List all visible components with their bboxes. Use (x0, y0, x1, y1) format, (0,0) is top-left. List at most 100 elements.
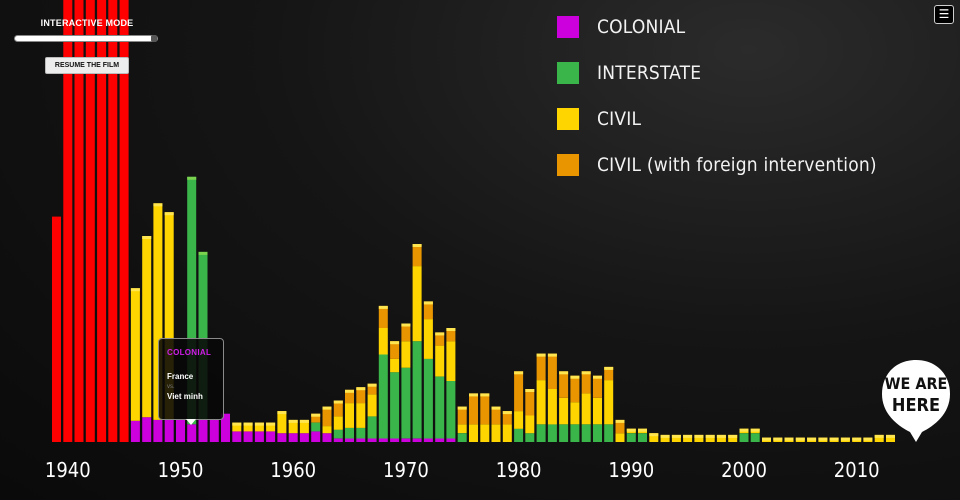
bar-civil-1967[interactable] (367, 394, 377, 417)
bar-civil_foreign-1969[interactable] (390, 341, 400, 359)
bar-interstate-1983[interactable] (547, 424, 557, 442)
bar-civil-1995[interactable] (683, 434, 693, 442)
bar-civil-1975[interactable] (457, 424, 467, 434)
bar-colonial-1971[interactable] (412, 438, 422, 443)
bar-civil-1988[interactable] (604, 380, 614, 425)
bar-civil-1983[interactable] (547, 389, 557, 425)
bar-civil-1969[interactable] (390, 358, 400, 373)
bar-ww2-1941[interactable] (74, 0, 84, 442)
bar-civil_foreign-1973[interactable] (435, 332, 445, 346)
bar-civil_foreign-1962[interactable] (311, 413, 321, 423)
legend-item-civil-foreign[interactable]: CIVIL (with foreign intervention) (557, 152, 877, 198)
bar-interstate-1987[interactable] (593, 424, 602, 442)
bar-interstate-1982[interactable] (536, 424, 546, 442)
bar-civil_foreign-1981[interactable] (525, 389, 535, 416)
bar-civil-1957[interactable] (254, 422, 264, 432)
resume-film-button[interactable]: RESUME THE FILM (45, 57, 129, 74)
bar-colonial-1965[interactable] (345, 438, 354, 443)
bar-colonial-1957[interactable] (254, 431, 264, 442)
bar-colonial-1949[interactable] (164, 419, 174, 442)
bar-interstate-1973[interactable] (435, 376, 445, 439)
bar-civil_foreign-1971[interactable] (412, 244, 422, 267)
bar-civil-1964[interactable] (333, 416, 343, 430)
bar-civil-1982[interactable] (536, 380, 546, 425)
bar-colonial-1958[interactable] (266, 431, 276, 442)
bar-civil_foreign-1987[interactable] (593, 375, 602, 398)
bar-interstate-1971[interactable] (412, 341, 422, 439)
bar-civil_foreign-1966[interactable] (356, 387, 366, 404)
bar-ww2-1939[interactable] (52, 216, 61, 442)
bar-civil-2013[interactable] (886, 434, 895, 442)
bar-civil_foreign-1972[interactable] (423, 301, 433, 320)
bar-ww2-1942[interactable] (85, 0, 95, 442)
bar-civil_foreign-1986[interactable] (581, 371, 591, 394)
bar-colonial-1956[interactable] (243, 431, 253, 442)
bar-civil_foreign-1967[interactable] (367, 383, 377, 395)
bar-civil_foreign-1976[interactable] (469, 393, 478, 425)
bar-colonial-1970[interactable] (401, 438, 411, 443)
bar-civil_foreign-1980[interactable] (514, 371, 524, 412)
bar-civil_foreign-1985[interactable] (570, 375, 580, 403)
bar-interstate-1981[interactable] (525, 433, 535, 442)
bar-civil-1987[interactable] (593, 397, 602, 425)
bar-interstate-1985[interactable] (570, 424, 580, 442)
bar-civil-1959[interactable] (277, 411, 287, 434)
bar-civil_foreign-1983[interactable] (547, 353, 557, 389)
bar-civil-1973[interactable] (435, 345, 445, 377)
bar-colonial-1974[interactable] (446, 438, 456, 443)
legend-item-colonial[interactable]: COLONIAL (557, 14, 877, 60)
bar-civil-1947[interactable] (142, 236, 152, 418)
bar-colonial-1952[interactable] (198, 419, 208, 442)
bar-interstate-1991[interactable] (638, 433, 647, 442)
bar-civil-1996[interactable] (694, 434, 704, 442)
bar-ww2-1940[interactable] (63, 0, 73, 442)
bar-civil-1998[interactable] (716, 434, 726, 442)
bar-civil-1966[interactable] (356, 403, 366, 428)
bar-civil_foreign-1970[interactable] (401, 323, 411, 342)
bar-civil-1958[interactable] (266, 422, 276, 432)
bar-interstate-1972[interactable] (423, 358, 433, 439)
slider-handle[interactable] (151, 35, 157, 42)
bar-ww2-1945[interactable] (119, 0, 129, 442)
bar-colonial-1968[interactable] (378, 438, 388, 443)
bar-civil-1989[interactable] (615, 433, 625, 442)
bar-civil-1981[interactable] (525, 415, 535, 434)
bar-interstate-1970[interactable] (401, 367, 411, 439)
bar-civil_foreign-1984[interactable] (559, 371, 569, 398)
bar-interstate-1967[interactable] (367, 416, 377, 439)
bar-colonial-1972[interactable] (423, 438, 433, 443)
bar-civil-1948[interactable] (153, 203, 163, 420)
bar-civil_foreign-1989[interactable] (615, 419, 625, 434)
bar-interstate-1988[interactable] (604, 424, 614, 442)
bar-colonial-1967[interactable] (367, 438, 377, 443)
bar-colonial-1948[interactable] (153, 419, 163, 442)
bar-civil-1978[interactable] (491, 424, 501, 442)
bar-civil-1946[interactable] (130, 288, 140, 421)
bar-interstate-1965[interactable] (345, 427, 354, 439)
bar-civil-1993[interactable] (660, 434, 670, 442)
bar-interstate-1975[interactable] (457, 433, 467, 442)
bar-civil-1955[interactable] (232, 422, 242, 432)
bar-civil_foreign-1963[interactable] (322, 406, 332, 426)
bar-civil-1994[interactable] (671, 434, 681, 442)
bar-colonial-1963[interactable] (322, 433, 332, 442)
bar-civil-1965[interactable] (345, 403, 354, 428)
bar-colonial-1959[interactable] (277, 433, 287, 442)
bar-civil-1997[interactable] (705, 434, 715, 442)
bar-interstate-1951[interactable] (187, 176, 197, 425)
legend-item-civil[interactable]: CIVIL (557, 106, 877, 152)
legend-item-interstate[interactable]: INTERSTATE (557, 60, 877, 106)
bar-colonial-1947[interactable] (142, 417, 152, 442)
bar-interstate-1980[interactable] (514, 428, 524, 442)
bar-civil-1976[interactable] (469, 424, 478, 442)
bar-civil-1968[interactable] (378, 328, 388, 355)
bar-ww2-1943[interactable] (97, 0, 107, 442)
bar-civil-1961[interactable] (299, 419, 309, 434)
bar-civil_foreign-1964[interactable] (333, 400, 343, 417)
bar-colonial-1969[interactable] (390, 438, 400, 443)
bar-interstate-1986[interactable] (581, 424, 591, 442)
bar-civil-1985[interactable] (570, 402, 580, 425)
bar-civil-1960[interactable] (288, 419, 298, 434)
bar-interstate-1964[interactable] (333, 429, 343, 439)
bar-civil-1984[interactable] (559, 397, 569, 425)
